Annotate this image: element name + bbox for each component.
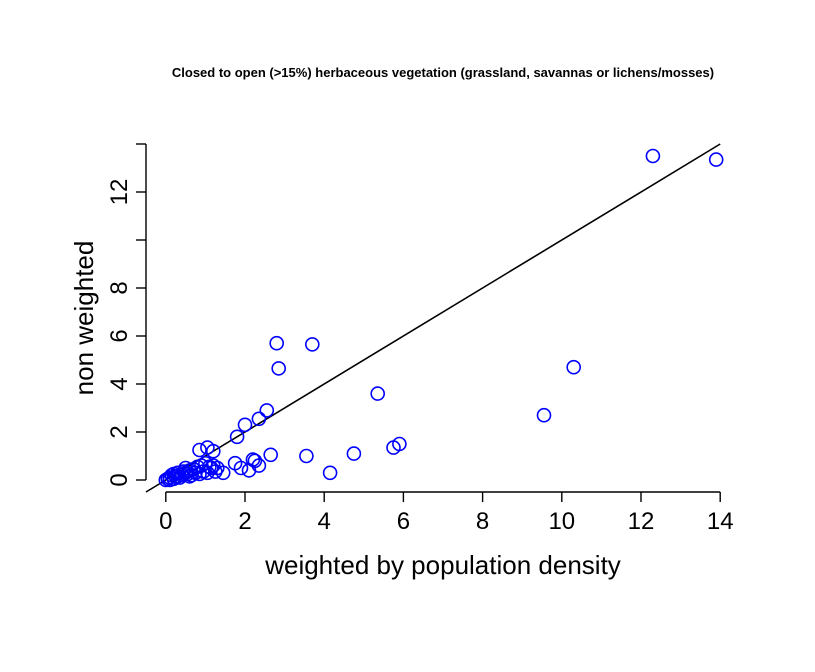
x-tick-label: 12 — [628, 508, 655, 535]
y-tick-label: 12 — [106, 179, 133, 206]
y-tick-label: 6 — [106, 329, 133, 342]
data-point — [263, 447, 279, 463]
data-point — [271, 361, 287, 376]
data-point — [392, 436, 407, 452]
y-tick-label: 0 — [106, 473, 133, 486]
data-points — [158, 148, 724, 488]
chart-title: Closed to open (>15%) herbaceous vegetat… — [172, 65, 714, 80]
data-point — [645, 148, 661, 164]
y-axis: 0 2 4 6 8 12 — [106, 143, 147, 487]
data-point — [251, 458, 267, 473]
data-point — [299, 448, 314, 464]
x-tick-label: 14 — [707, 508, 734, 535]
y-tick-label: 2 — [106, 425, 133, 438]
x-tick-label: 2 — [238, 508, 251, 535]
data-point — [170, 469, 185, 484]
y-tick-label: 4 — [106, 377, 133, 390]
y-axis-label: non weighted — [69, 241, 99, 396]
data-point — [182, 469, 197, 484]
plot-area — [145, 143, 724, 493]
y-tick-label: 8 — [106, 281, 133, 294]
data-point — [304, 337, 320, 352]
data-point — [229, 429, 245, 445]
x-tick-label: 6 — [397, 508, 410, 535]
data-point — [536, 407, 552, 423]
x-axis-label: weighted by population density — [264, 550, 621, 580]
data-point — [192, 442, 207, 458]
x-tick-label: 10 — [548, 508, 575, 535]
data-point — [178, 465, 193, 481]
data-point — [215, 465, 231, 481]
data-point — [566, 359, 582, 375]
identity-line — [145, 143, 721, 493]
data-point — [259, 403, 275, 418]
data-point — [206, 443, 221, 459]
data-point — [233, 460, 249, 476]
data-point — [322, 465, 338, 481]
x-tick-label: 0 — [159, 508, 172, 535]
data-point — [269, 335, 285, 351]
x-tick-label: 4 — [318, 508, 331, 535]
data-point — [370, 386, 386, 401]
data-point — [237, 417, 253, 433]
x-tick-label: 8 — [476, 508, 489, 535]
data-point — [708, 152, 724, 167]
data-point — [346, 446, 362, 461]
reference-line-group — [145, 143, 721, 493]
data-point — [247, 453, 263, 469]
x-axis: 0 2 4 6 8 10 12 14 — [159, 491, 734, 535]
data-point — [192, 466, 207, 482]
data-point — [251, 411, 267, 427]
